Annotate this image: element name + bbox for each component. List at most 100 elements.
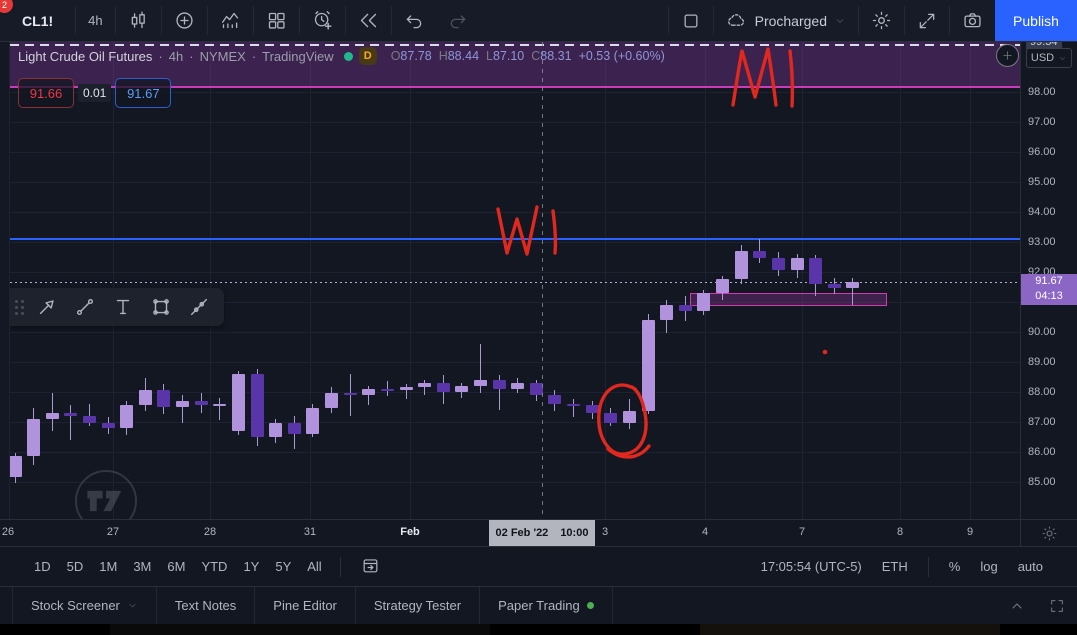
auto-scale-button[interactable]: auto bbox=[1017, 559, 1043, 574]
grid-line-h bbox=[10, 391, 1020, 393]
taskbar-strip bbox=[0, 624, 1077, 635]
range-1m[interactable]: 1M bbox=[99, 559, 118, 574]
range-ytd[interactable]: YTD bbox=[201, 559, 228, 574]
candle-up bbox=[45, 412, 59, 419]
price-tick: 90.00 bbox=[1028, 325, 1056, 338]
range-5d[interactable]: 5D bbox=[66, 559, 84, 574]
layout-templates-button[interactable] bbox=[254, 0, 299, 41]
text-tool-button[interactable] bbox=[104, 288, 142, 326]
go-to-date-button[interactable] bbox=[351, 556, 390, 578]
range-5y[interactable]: 5Y bbox=[275, 559, 292, 574]
candle-wick bbox=[852, 277, 854, 305]
chart-style-button[interactable] bbox=[116, 0, 161, 41]
tab-text-notes[interactable]: Text Notes bbox=[157, 587, 256, 624]
undo-button[interactable] bbox=[392, 0, 436, 41]
bar-replay-button[interactable] bbox=[346, 0, 391, 41]
replay-rewind-icon bbox=[360, 13, 376, 28]
session-eth-button[interactable]: ETH bbox=[881, 559, 908, 574]
interval-button[interactable]: 4h bbox=[88, 13, 103, 28]
chart-pane[interactable]: Light Crude Oil Futures · 4h · NYMEX · T… bbox=[10, 42, 1020, 519]
log-scale-button[interactable]: log bbox=[980, 559, 998, 574]
scales-settings-button[interactable] bbox=[1020, 520, 1077, 546]
tab-pine-editor[interactable]: Pine Editor bbox=[255, 587, 356, 624]
plus-icon bbox=[1003, 51, 1012, 60]
drag-handle[interactable] bbox=[10, 288, 28, 326]
percent-scale-button[interactable]: % bbox=[948, 559, 961, 574]
cloud-icon bbox=[727, 13, 744, 26]
change-value: +0.53 (+0.60%) bbox=[578, 49, 665, 63]
candle-down bbox=[753, 250, 767, 259]
symbol-button[interactable]: CL1! bbox=[22, 12, 54, 29]
arrow-tool-button[interactable] bbox=[28, 288, 66, 326]
price-axis[interactable]: 99.34 USD 98.00 97.00 96.00 95.00 94.00 93.00… bbox=[1020, 42, 1077, 519]
open-panel-button[interactable] bbox=[997, 587, 1037, 624]
chart-settings-button[interactable] bbox=[859, 0, 904, 41]
candle-down bbox=[64, 412, 78, 416]
time-tick: 7 bbox=[798, 526, 806, 538]
currency-toggle-button[interactable]: USD bbox=[1026, 48, 1072, 68]
candle-up bbox=[716, 279, 730, 293]
compare-button[interactable] bbox=[162, 0, 207, 41]
dashed-level-line bbox=[10, 44, 1020, 47]
candle-down bbox=[678, 304, 692, 311]
consolidation-box-drawing[interactable] bbox=[690, 292, 887, 306]
grid-line-v bbox=[113, 42, 114, 519]
tab-strategy-tester[interactable]: Strategy Tester bbox=[356, 587, 481, 624]
candle-up bbox=[213, 403, 227, 406]
sell-price-button[interactable]: 91.66 bbox=[18, 78, 74, 108]
camera-icon bbox=[964, 13, 981, 28]
extended-line-tool-button[interactable] bbox=[180, 288, 218, 326]
range-all[interactable]: All bbox=[307, 559, 322, 574]
tab-stock-screener[interactable]: Stock Screener bbox=[12, 587, 157, 624]
clock-utc-button[interactable]: 17:05:54 (UTC-5) bbox=[760, 559, 862, 574]
candle-down bbox=[250, 373, 264, 437]
candle-wick bbox=[498, 375, 500, 410]
rectangle-tool-button[interactable] bbox=[142, 288, 180, 326]
spacer bbox=[613, 587, 997, 624]
bottom-range-toolbar: 1D 5D 1M 3M 6M YTD 1Y 5Y All 17:05:54 (U… bbox=[0, 546, 1077, 586]
candle-up bbox=[120, 405, 134, 428]
range-6m[interactable]: 6M bbox=[167, 559, 186, 574]
cloud-save-menu[interactable]: Procharged bbox=[714, 0, 858, 41]
toolbar-spacer bbox=[480, 0, 668, 41]
candle-down bbox=[194, 400, 208, 406]
snapshot-button[interactable] bbox=[950, 0, 995, 41]
divider bbox=[904, 6, 905, 35]
high-value: 88.44 bbox=[447, 49, 480, 63]
maximize-panel-button[interactable] bbox=[1037, 587, 1077, 624]
time-axis[interactable]: 26 27 28 31 Feb 3 4 7 8 9 02 Feb '22 10:00 bbox=[0, 519, 1077, 546]
range-1y[interactable]: 1Y bbox=[243, 559, 260, 574]
tab-paper-trading[interactable]: Paper Trading bbox=[480, 587, 613, 624]
grid-line-v bbox=[605, 42, 606, 519]
delayed-data-badge[interactable]: D bbox=[358, 47, 377, 65]
price-tick: 93.00 bbox=[1028, 235, 1056, 248]
open-value: 87.78 bbox=[400, 49, 432, 63]
crosshair-time-label: 02 Feb '22 10:00 bbox=[489, 520, 595, 546]
redo-button[interactable] bbox=[436, 0, 480, 41]
range-1d[interactable]: 1D bbox=[34, 559, 51, 574]
grid-line-h bbox=[10, 151, 1020, 153]
publish-button[interactable]: Publish bbox=[995, 0, 1077, 41]
grid-line-h bbox=[10, 421, 1020, 423]
divider bbox=[252, 6, 254, 35]
divider bbox=[927, 556, 929, 577]
time-tick: Feb bbox=[400, 526, 420, 538]
legend-title[interactable]: Light Crude Oil Futures bbox=[18, 48, 153, 64]
tradingview-watermark bbox=[75, 470, 137, 519]
buy-price-button[interactable]: 91.67 bbox=[115, 78, 172, 108]
alert-button[interactable] bbox=[300, 0, 345, 41]
candle-up bbox=[231, 373, 245, 431]
close-value: 88.31 bbox=[540, 49, 572, 63]
range-3m[interactable]: 3M bbox=[133, 559, 152, 574]
price-tick: 98.00 bbox=[1028, 85, 1056, 98]
divider bbox=[712, 6, 714, 35]
multichart-layout-button[interactable] bbox=[669, 0, 713, 41]
quick-alert-plus-button[interactable] bbox=[996, 44, 1019, 67]
fullscreen-icon bbox=[919, 13, 935, 28]
indicators-button[interactable] bbox=[208, 0, 253, 41]
grid-line-v bbox=[802, 42, 803, 519]
fullscreen-button[interactable] bbox=[905, 0, 949, 41]
candle-up bbox=[455, 385, 469, 392]
trendline-tool-button[interactable] bbox=[66, 288, 104, 326]
legend-exchange: NYMEX bbox=[199, 48, 246, 64]
